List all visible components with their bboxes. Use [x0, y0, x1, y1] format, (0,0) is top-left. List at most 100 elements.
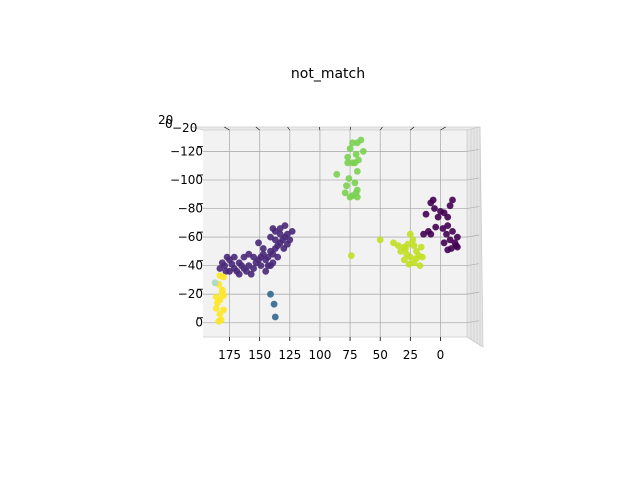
- scatter-point: [271, 236, 279, 244]
- scatter-point: [406, 230, 414, 238]
- scatter-point: [250, 265, 257, 272]
- scatter-point: [355, 156, 362, 164]
- scatter-point: [351, 179, 359, 187]
- scatter-point: [446, 202, 454, 210]
- scatter-point: [449, 228, 456, 235]
- x-tick-label: 150: [248, 348, 271, 362]
- scatter-point: [416, 262, 424, 269]
- z-tick-label: 0: [165, 117, 173, 131]
- scatter-point: [422, 210, 430, 218]
- scatter-point: [262, 267, 270, 275]
- scatter-point: [402, 245, 409, 252]
- scatter-point: [376, 236, 384, 244]
- scatter-point: [220, 292, 227, 299]
- scatter-point: [432, 223, 440, 231]
- scatter-point: [431, 205, 438, 212]
- scatter-point: [349, 139, 356, 147]
- scatter-point: [343, 182, 350, 190]
- x-tick-label: 0: [437, 348, 445, 362]
- scatter-point: [341, 189, 349, 197]
- scatter-point: [454, 233, 461, 241]
- z-tick-label: 20: [158, 113, 173, 127]
- top-pane: [189, 126, 481, 131]
- scatter-point: [214, 299, 221, 307]
- y-tick-label: −60: [178, 230, 203, 244]
- axis-ticks: [197, 126, 446, 341]
- scatter-point: [281, 222, 289, 230]
- scatter-point: [434, 213, 442, 221]
- x-tick-label: 50: [373, 348, 388, 362]
- x-tick-label: 175: [218, 348, 241, 362]
- scatter-point: [427, 230, 435, 238]
- x-top-tick-mark: [440, 126, 446, 131]
- scatter-point: [274, 253, 282, 261]
- scatter-point: [235, 270, 243, 278]
- scatter-point: [449, 196, 456, 204]
- scatter-point: [271, 313, 279, 321]
- y-tick-labels: −120 −100 −80 −60 −40 −20 0: [170, 144, 203, 329]
- scatter-point: [409, 236, 417, 244]
- scatter-point: [267, 262, 274, 269]
- scatter-point: [353, 168, 361, 175]
- scatter-points: [211, 136, 461, 325]
- scatter-point: [415, 252, 423, 259]
- scatter-point: [267, 290, 274, 298]
- z-tick-label: −20: [172, 121, 197, 135]
- chart-title: not_match: [291, 66, 365, 82]
- x-top-tick-mark: [318, 126, 321, 131]
- scatter-point: [429, 196, 437, 204]
- x-top-tick-mark: [287, 126, 291, 131]
- y-tick-label: 0: [195, 316, 203, 330]
- x-top-tick-mark: [410, 126, 415, 131]
- scatter-point: [406, 253, 414, 261]
- scatter-point: [346, 193, 354, 201]
- scatter-point: [226, 267, 233, 275]
- scatter-point: [259, 245, 267, 252]
- scatter-point: [288, 228, 296, 235]
- y-tick-label: −120: [170, 144, 203, 158]
- scatter-point: [346, 145, 354, 153]
- scatter-point: [333, 170, 341, 178]
- scatter-point: [211, 279, 219, 287]
- x-tick-label: 25: [403, 348, 418, 362]
- scatter-point: [454, 243, 461, 251]
- scatter-point: [216, 272, 224, 279]
- z-tick-labels: 200 −20: [158, 113, 197, 135]
- x-tick-label: 125: [278, 348, 301, 362]
- scatter-point: [247, 270, 255, 278]
- scatter-point: [218, 286, 226, 294]
- x-tick-label: 100: [308, 348, 331, 362]
- y-tick-label: −20: [178, 287, 203, 301]
- x-top-tick-mark: [349, 126, 352, 131]
- scatter-point: [344, 153, 352, 161]
- scatter-point: [344, 159, 352, 167]
- scatter-point: [270, 300, 278, 308]
- scatter-point: [352, 189, 360, 197]
- scatter-point: [257, 262, 265, 269]
- scatter-point: [230, 253, 238, 261]
- y-tick-label: −100: [170, 173, 203, 187]
- scatter-point: [443, 230, 450, 238]
- scatter-point: [345, 175, 353, 182]
- scatter-point: [215, 317, 223, 325]
- scatter-point: [444, 222, 452, 230]
- scatter-point: [284, 240, 291, 248]
- y-tick-label: −40: [178, 259, 203, 273]
- scatter-point: [240, 253, 248, 261]
- y-tick-label: −80: [178, 202, 203, 216]
- scatter-point: [444, 246, 452, 254]
- scatter-point: [216, 265, 224, 272]
- scatter-point: [212, 293, 220, 301]
- scatter-point: [347, 252, 355, 259]
- scatter-point: [410, 242, 418, 250]
- scatter-point: [216, 310, 224, 318]
- back-pane: [203, 130, 467, 337]
- x-tick-label: 75: [342, 348, 357, 362]
- x-tick-labels: 175 150 125 100 75 50 25 0: [218, 348, 444, 362]
- scatter-point: [212, 305, 220, 312]
- scatter-point: [390, 239, 397, 247]
- scatter-point: [405, 260, 413, 268]
- scatter-point: [223, 253, 231, 261]
- scatter-point: [444, 213, 452, 221]
